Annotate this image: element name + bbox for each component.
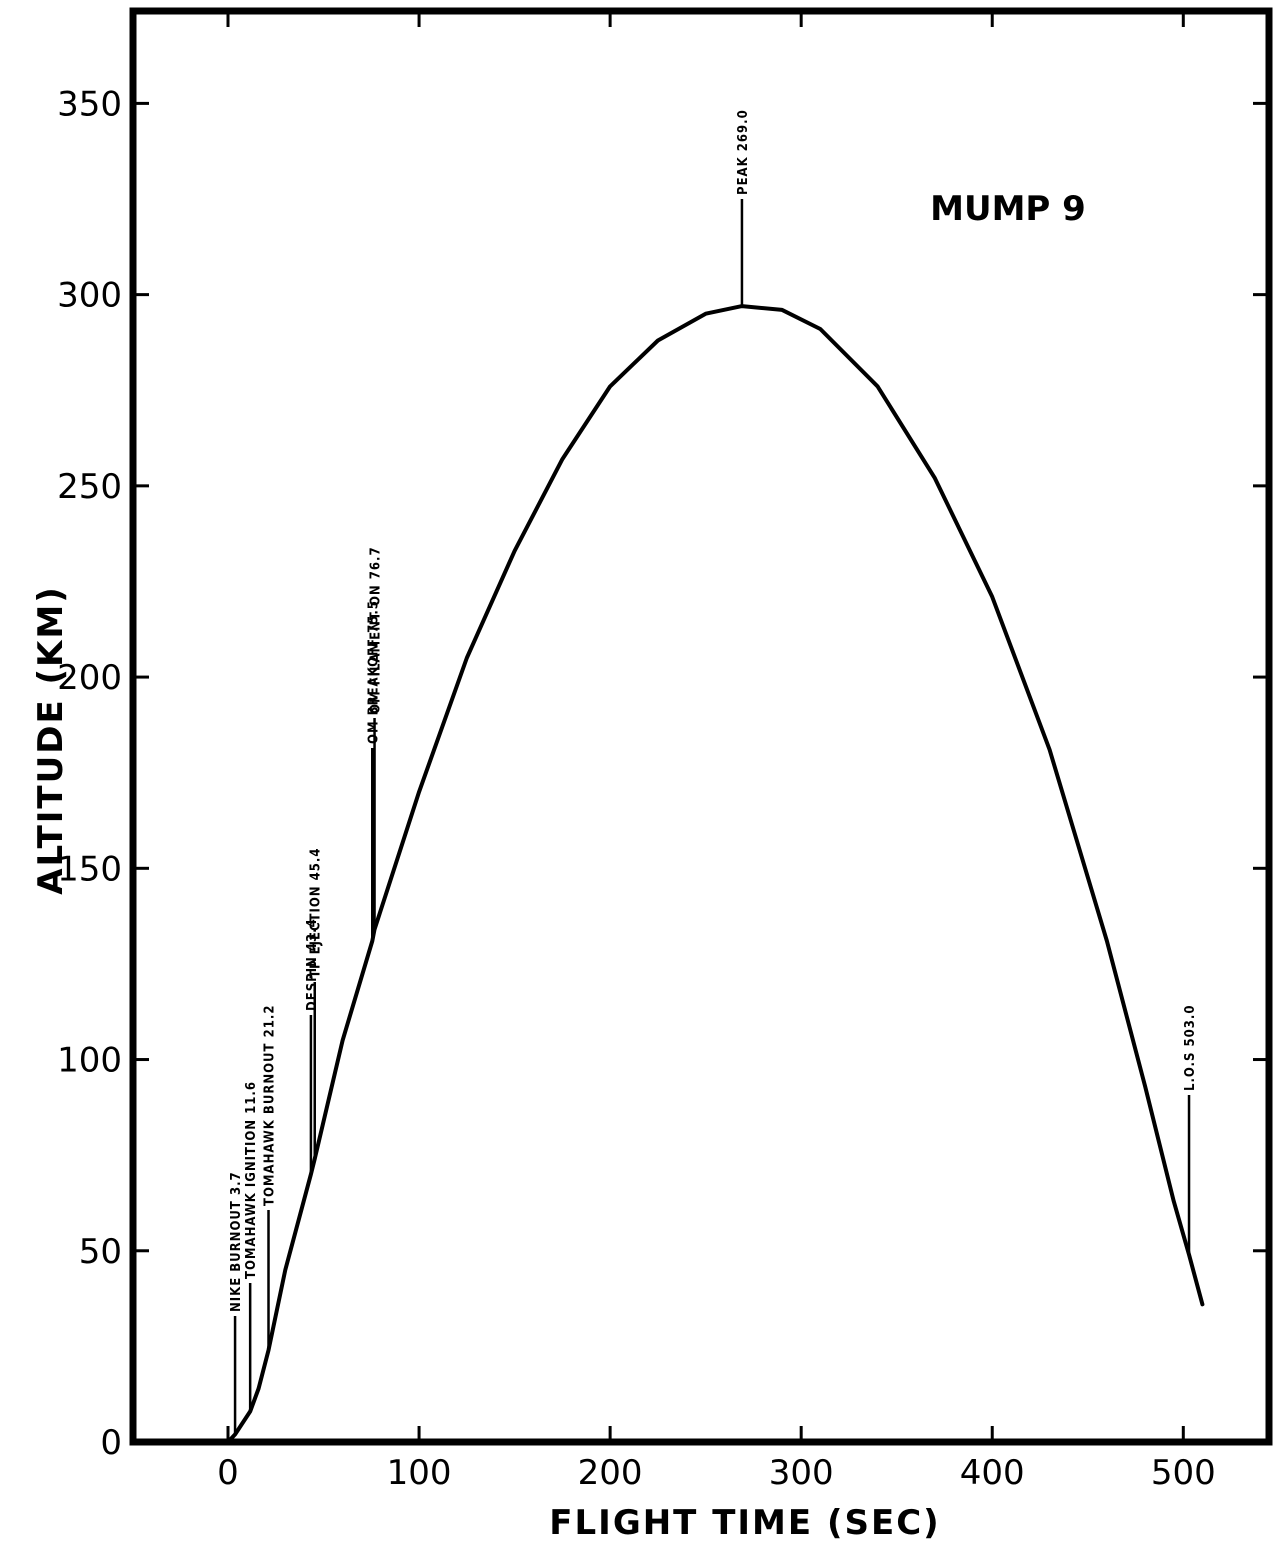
y-tick-label: 50 <box>79 1232 122 1272</box>
plot-frame <box>129 7 1273 1446</box>
x-tick-label: 500 <box>1151 1453 1216 1493</box>
event-label: DESPIN 43.4 <box>305 918 320 1011</box>
y-tick-label: 350 <box>57 84 122 124</box>
tick-labels: 0 100 200 300 400 500 0 50 100 150 200 250 300 350 <box>57 84 1216 1493</box>
event-label: TP EJECTION 45.4 <box>309 847 324 978</box>
event-label: OM BREAKOFF 75.5 <box>366 600 381 744</box>
y-tick-label: 150 <box>57 849 122 889</box>
event-label: PEAK 269.0 <box>736 109 751 195</box>
x-tick-label: 200 <box>578 1453 643 1493</box>
x-tick-label: 100 <box>387 1453 452 1493</box>
y-axis-title: ALTITUDE (KM) <box>31 585 71 895</box>
chart-title: MUMP 9 <box>930 189 1086 229</box>
y-tick-label: 300 <box>57 276 122 316</box>
y-tick-label: 0 <box>100 1423 122 1463</box>
x-tick-label: 300 <box>769 1453 834 1493</box>
x-axis-title: FLIGHT TIME (SEC) <box>549 1503 940 1543</box>
y-tick-label: 250 <box>57 467 122 507</box>
x-tick-label: 0 <box>217 1453 239 1493</box>
event-markers: NIKE BURNOUT 3.7 TOMAHAWK IGNITION 11.6 TO… <box>229 109 1198 1435</box>
axis-ticks <box>133 11 1269 1444</box>
event-label: TOMAHAWK IGNITION 11.6 <box>244 1081 259 1279</box>
trajectory-line <box>226 304 1205 1444</box>
event-label: OM FILAMENT ON 76.7 <box>369 546 384 714</box>
event-label: NIKE BURNOUT 3.7 <box>229 1171 244 1312</box>
event-label: TOMAHAWK BURNOUT 21.2 <box>263 1005 278 1206</box>
y-tick-label: 200 <box>57 658 122 698</box>
event-label: L.O.S 503.0 <box>1183 1005 1198 1091</box>
x-tick-label: 400 <box>960 1453 1025 1493</box>
y-tick-label: 100 <box>57 1041 122 1081</box>
